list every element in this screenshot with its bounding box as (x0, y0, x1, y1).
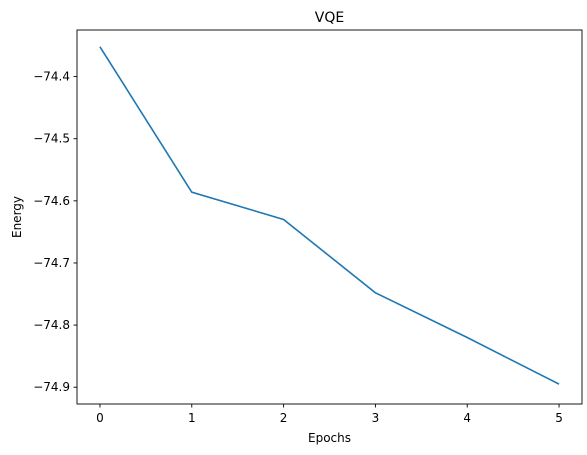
x-axis-label: Epochs (308, 431, 351, 445)
y-tick-label: −74.4 (33, 70, 70, 84)
y-tick-label: −74.7 (33, 256, 70, 270)
energy-series-line (99, 46, 560, 385)
x-axis-ticks: 0 1 2 3 4 5 (96, 404, 563, 425)
x-tick-label: 5 (555, 411, 563, 425)
y-tick-label: −74.9 (33, 380, 70, 394)
y-tick-label: −74.8 (33, 318, 70, 332)
y-axis-ticks: −74.4 −74.5 −74.6 −74.7 −74.8 −74.9 (33, 70, 77, 394)
x-tick-label: 1 (188, 411, 196, 425)
x-tick-label: 4 (463, 411, 471, 425)
y-axis-label: Energy (10, 196, 24, 238)
x-tick-label: 3 (372, 411, 380, 425)
x-tick-label: 2 (280, 411, 288, 425)
y-tick-label: −74.5 (33, 132, 70, 146)
chart-title: VQE (315, 10, 344, 26)
x-tick-label: 0 (96, 411, 104, 425)
plot-area-frame (76, 29, 583, 405)
y-tick-label: −74.6 (33, 194, 70, 208)
